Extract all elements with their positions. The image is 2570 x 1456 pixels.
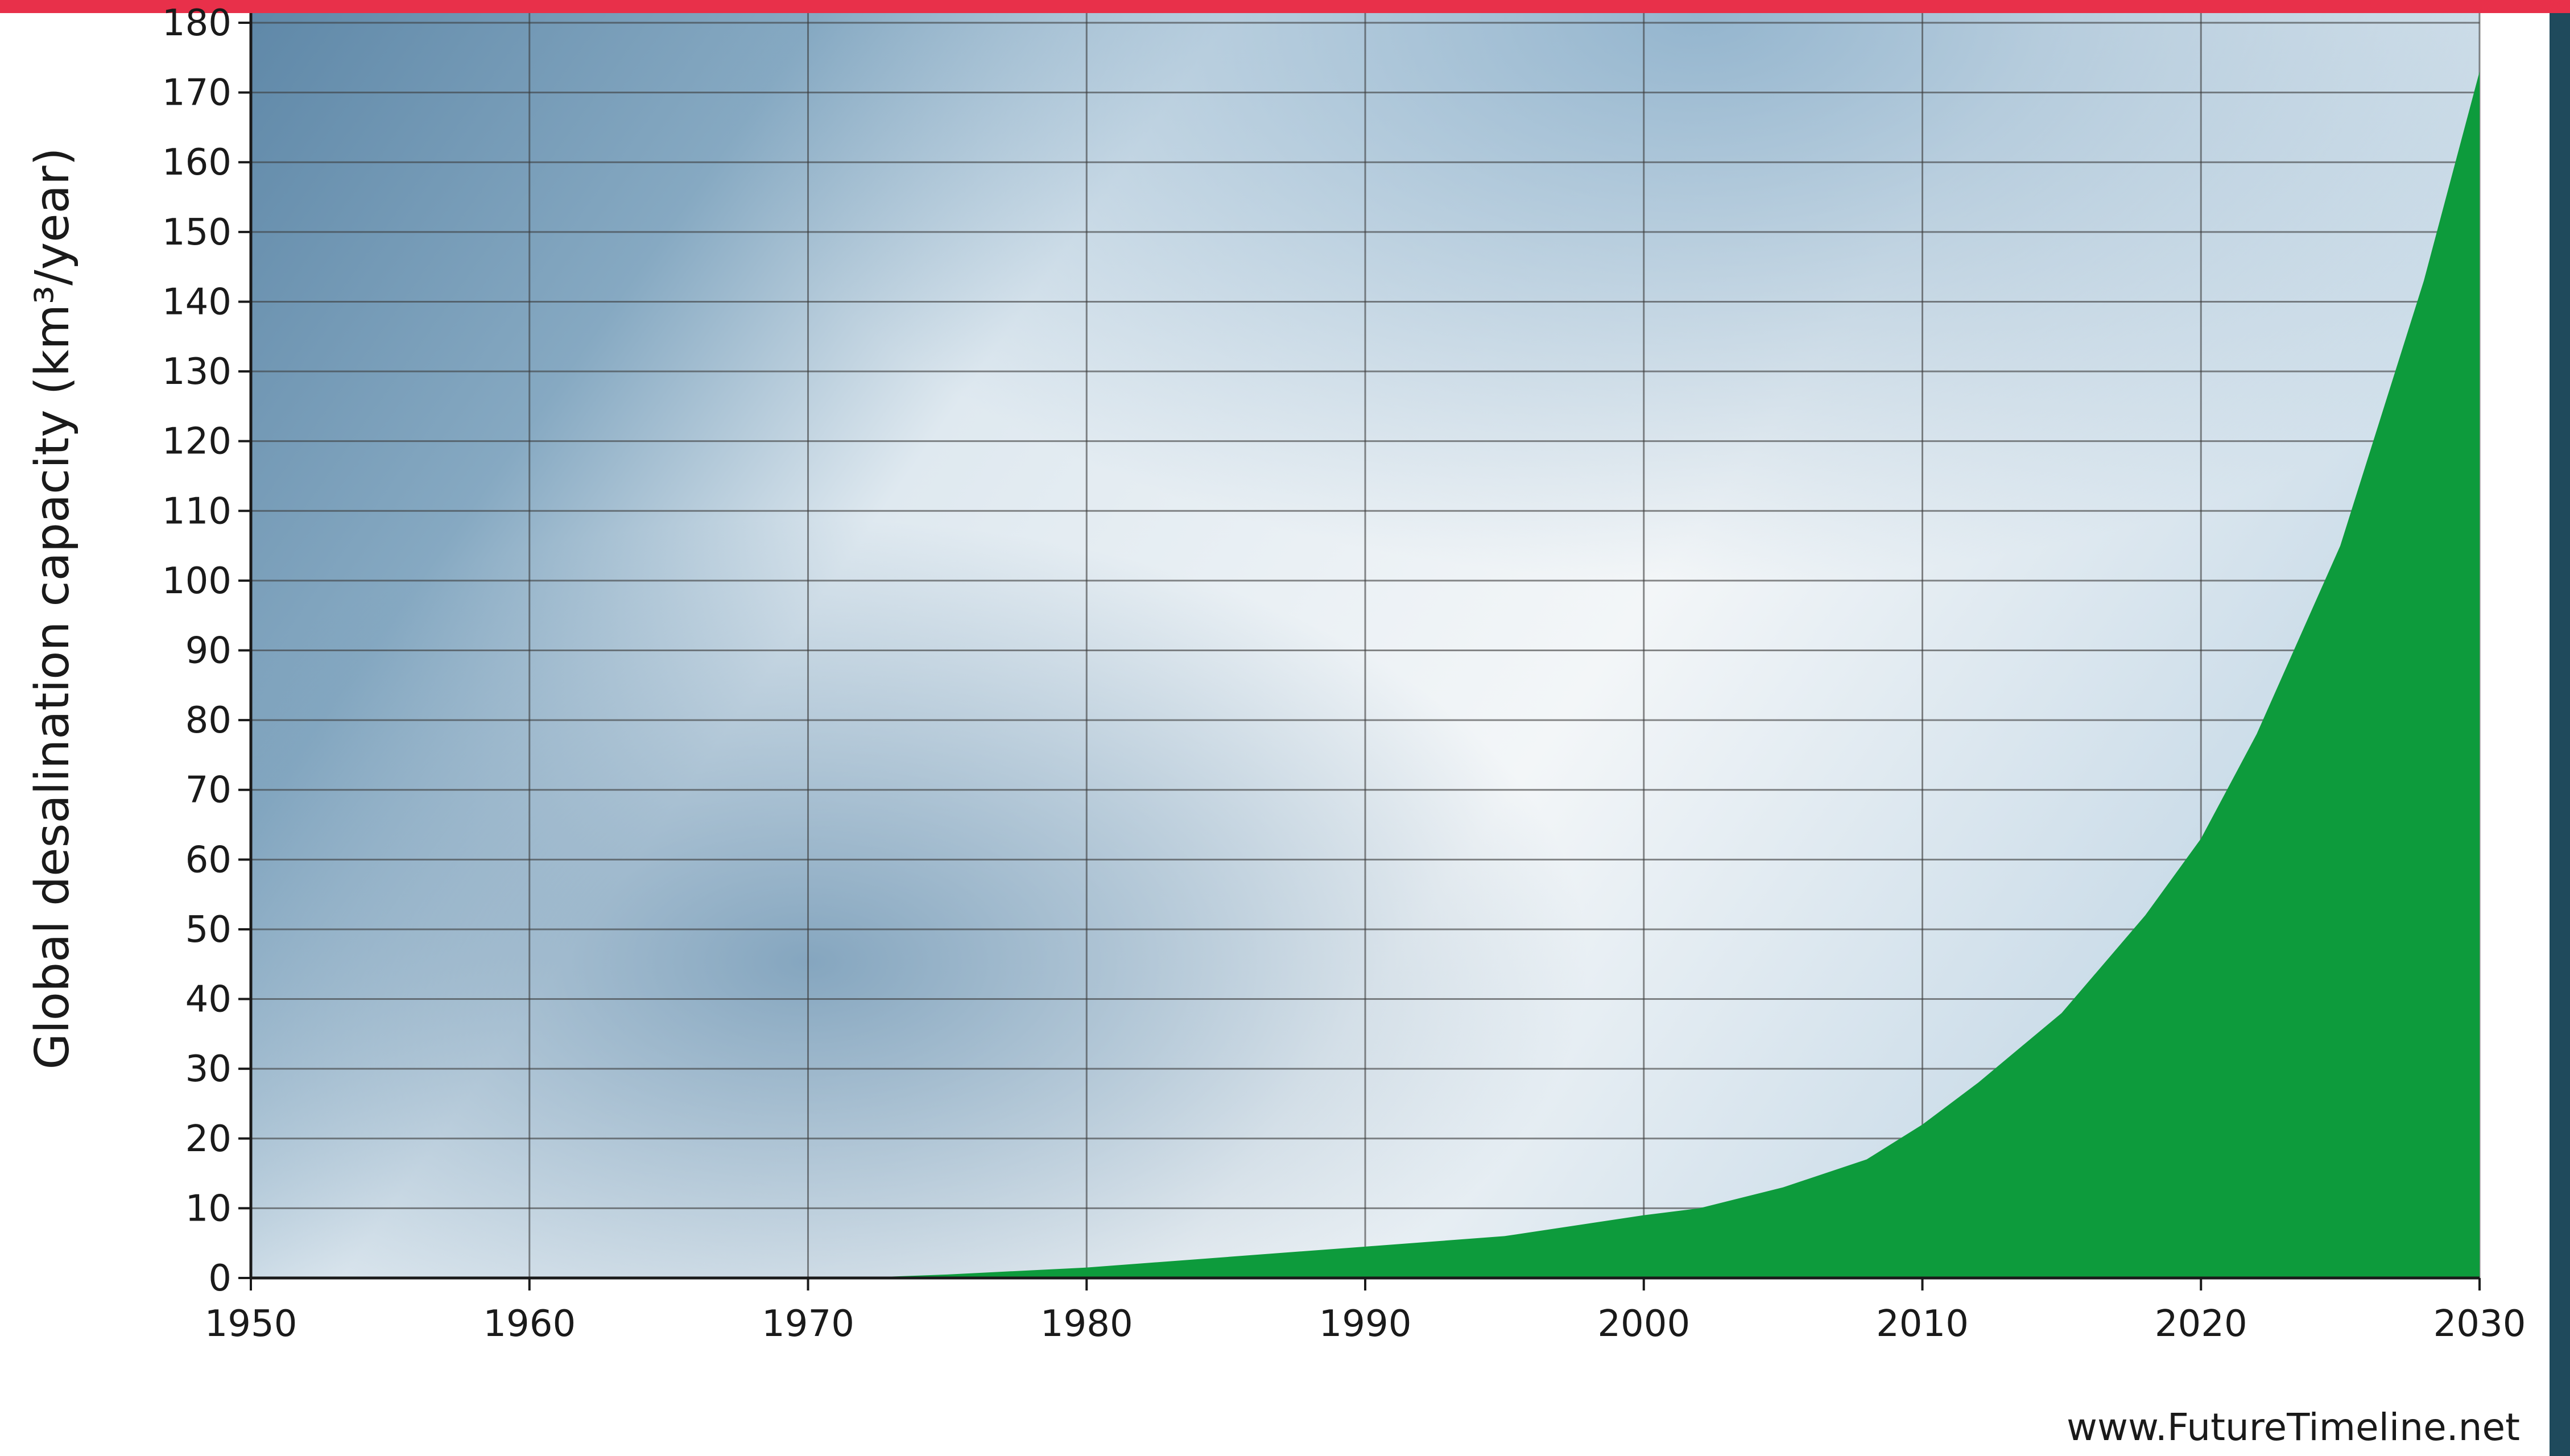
x-tick-label: 2000 <box>1597 1303 1690 1345</box>
y-tick-label: 160 <box>162 142 232 184</box>
y-tick-label: 60 <box>185 839 232 881</box>
source: www.FutureTimeline.net <box>2067 1405 2520 1449</box>
y-tick-label: 40 <box>185 979 232 1021</box>
y-tick-label: 120 <box>162 421 232 463</box>
y-tick-label: 30 <box>185 1048 232 1090</box>
x-tick-label: 1980 <box>1040 1303 1133 1345</box>
y-tick-label: 140 <box>162 281 232 323</box>
y-tick-label: 150 <box>162 212 232 254</box>
side-bar <box>2550 13 2570 1456</box>
y-tick-label: 0 <box>208 1258 232 1300</box>
x-tick-label: 1950 <box>205 1303 298 1345</box>
y-tick-label: 50 <box>185 909 232 951</box>
y-tick-label: 80 <box>185 700 232 742</box>
y-tick-label: 110 <box>162 490 232 532</box>
y-tick-label: 10 <box>185 1188 232 1230</box>
x-tick-label: 1960 <box>483 1303 576 1345</box>
y-tick-label: 180 <box>162 2 232 44</box>
y-tick-label: 90 <box>185 630 232 672</box>
x-tick-label: 2010 <box>1876 1303 1969 1345</box>
x-tick-label: 2030 <box>2433 1303 2526 1345</box>
y-tick-label: 170 <box>162 72 232 114</box>
y-tick-label: 130 <box>162 351 232 393</box>
x-tick-label: 1970 <box>762 1303 854 1345</box>
x-tick-label: 2020 <box>2155 1303 2247 1345</box>
y-tick-label: 100 <box>162 560 232 602</box>
area <box>251 71 2480 1278</box>
top-bar <box>0 0 2570 13</box>
y-tick-label: 70 <box>185 770 232 812</box>
x-tick-label: 1990 <box>1319 1303 1412 1345</box>
y-axis-label: Global desalination capacity (km³/year) <box>26 147 80 1069</box>
y-tick-label: 20 <box>185 1118 232 1160</box>
